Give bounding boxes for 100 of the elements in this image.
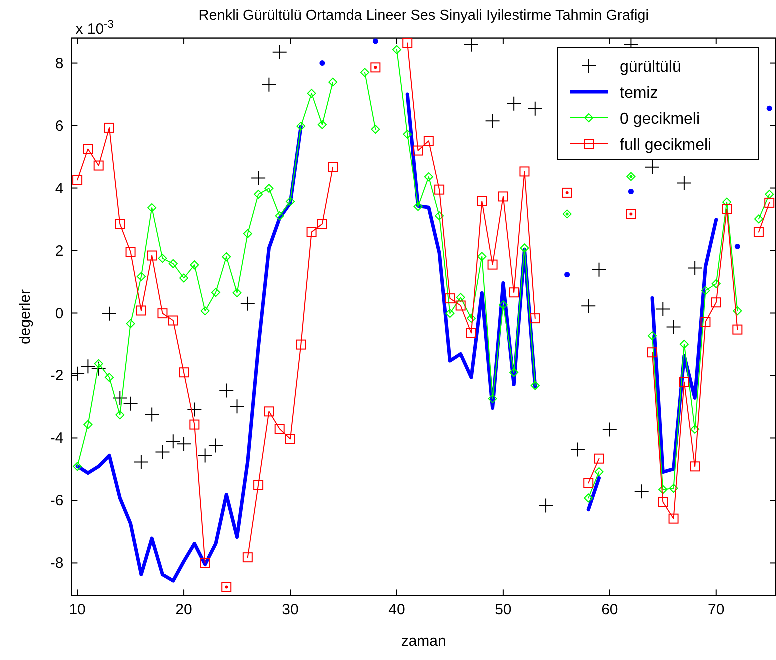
x-tick-label: 70 xyxy=(708,602,725,619)
point xyxy=(222,252,232,262)
point xyxy=(722,204,732,214)
point xyxy=(711,298,722,308)
point xyxy=(424,136,434,146)
point xyxy=(104,373,114,382)
point xyxy=(190,260,200,270)
point xyxy=(669,484,678,494)
point xyxy=(477,196,488,206)
point xyxy=(656,302,671,317)
point xyxy=(360,68,370,78)
point xyxy=(168,259,178,268)
y-tick-label: 4 xyxy=(55,180,64,198)
point xyxy=(485,114,500,129)
point xyxy=(700,317,711,327)
point xyxy=(732,324,743,335)
point xyxy=(456,300,466,311)
chart-title: Renkli Gürültülü Ortamda Lineer Ses Sinyali Iyilestirme Tahmin Grafigi xyxy=(198,8,649,24)
point xyxy=(402,38,413,48)
point xyxy=(102,306,117,322)
point xyxy=(264,184,274,194)
point xyxy=(466,328,476,338)
point xyxy=(104,122,114,133)
point xyxy=(680,340,689,349)
x-tick-label: 30 xyxy=(282,602,299,619)
point xyxy=(403,130,412,140)
point xyxy=(126,319,136,328)
point xyxy=(73,462,82,472)
point xyxy=(498,300,508,310)
point xyxy=(94,160,104,171)
point xyxy=(72,366,86,382)
point xyxy=(296,340,306,350)
point xyxy=(84,420,93,430)
point xyxy=(328,78,338,87)
point xyxy=(584,494,594,503)
point xyxy=(318,120,327,130)
point xyxy=(306,227,317,238)
point xyxy=(488,260,498,270)
point xyxy=(733,306,742,316)
point xyxy=(488,394,498,404)
point xyxy=(240,296,256,312)
point xyxy=(136,272,146,282)
point xyxy=(275,212,284,221)
point xyxy=(712,279,721,288)
point xyxy=(254,190,264,200)
y-tick-label: 6 xyxy=(55,118,64,135)
point xyxy=(466,314,476,324)
y-axis-title: degerler xyxy=(17,289,34,345)
point xyxy=(232,288,242,298)
x-tick-label: 20 xyxy=(176,602,192,619)
point xyxy=(328,162,338,172)
point xyxy=(91,361,106,376)
point xyxy=(187,402,202,418)
text: x 10$^{-3}$ xyxy=(76,19,114,38)
point xyxy=(116,410,125,420)
point xyxy=(371,125,380,134)
point xyxy=(562,210,572,219)
point xyxy=(754,214,764,224)
point xyxy=(668,514,679,524)
point xyxy=(679,377,690,388)
point xyxy=(126,247,136,258)
point xyxy=(222,582,232,592)
point xyxy=(254,480,264,490)
point xyxy=(144,407,160,422)
point xyxy=(166,434,181,450)
y-tick-label: 8 xyxy=(55,55,64,72)
point xyxy=(690,462,700,472)
point xyxy=(434,184,445,195)
point xyxy=(509,288,520,298)
point xyxy=(666,320,682,335)
point xyxy=(155,444,170,460)
point xyxy=(446,309,455,318)
point xyxy=(285,434,296,444)
point xyxy=(219,383,234,398)
point xyxy=(158,308,168,319)
point xyxy=(272,44,288,60)
point xyxy=(176,436,192,452)
point xyxy=(592,262,607,278)
point xyxy=(581,298,596,314)
point xyxy=(296,122,306,131)
point xyxy=(115,219,126,230)
y-tick-label: -8 xyxy=(50,555,64,572)
point xyxy=(626,172,636,182)
point xyxy=(506,96,522,112)
point xyxy=(83,144,94,154)
point xyxy=(72,175,83,186)
point xyxy=(594,454,604,464)
point xyxy=(478,252,487,262)
point xyxy=(190,420,200,430)
legend-label: temiz xyxy=(620,85,658,102)
point xyxy=(445,294,456,304)
point xyxy=(317,219,328,230)
point xyxy=(211,288,220,298)
point xyxy=(134,454,149,470)
point xyxy=(594,467,604,476)
point xyxy=(147,250,158,261)
y-tick-label: -6 xyxy=(50,492,64,510)
point xyxy=(286,197,295,206)
point xyxy=(370,62,381,73)
point xyxy=(243,229,252,238)
